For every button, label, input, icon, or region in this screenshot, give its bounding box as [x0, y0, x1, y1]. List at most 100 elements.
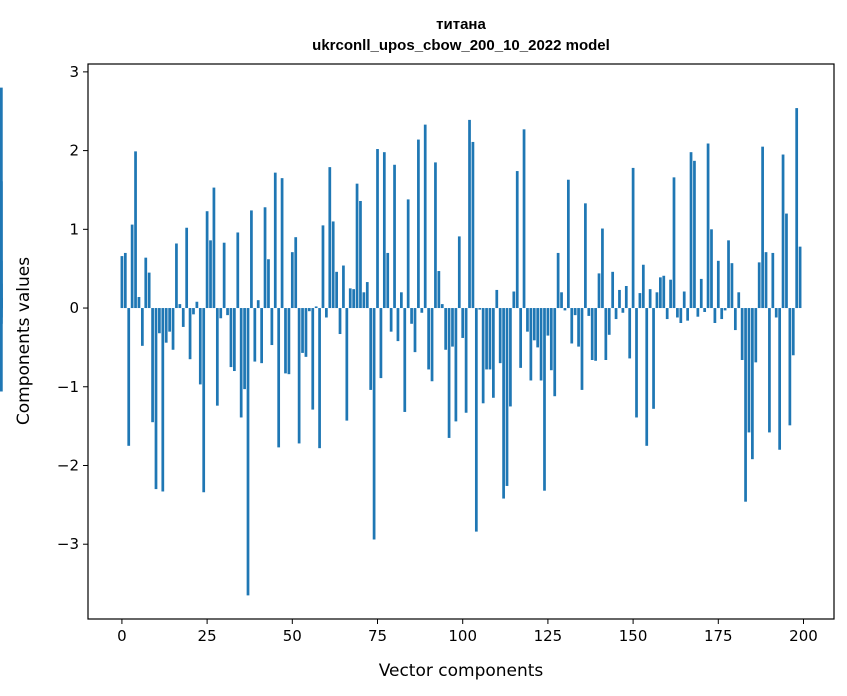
bar [471, 141, 475, 309]
bar [304, 308, 308, 357]
bar [297, 308, 301, 444]
bar [703, 308, 707, 312]
bar [215, 308, 219, 406]
bar [645, 308, 649, 446]
bar [573, 308, 577, 316]
bar [549, 308, 553, 371]
bar [594, 308, 597, 361]
bar [437, 271, 441, 309]
bar [202, 308, 206, 493]
bar [382, 152, 386, 309]
bar [556, 252, 560, 309]
bar [655, 292, 659, 309]
bar [127, 308, 131, 446]
bar [348, 288, 352, 309]
bar [372, 308, 376, 540]
bar [134, 151, 137, 309]
bar [393, 164, 396, 309]
bar [359, 200, 362, 309]
bar [522, 129, 526, 309]
bar [233, 308, 236, 372]
bar [168, 308, 171, 332]
bar [553, 308, 557, 397]
bar [222, 242, 226, 309]
bar [754, 308, 758, 363]
bar [635, 308, 638, 418]
bar [747, 308, 751, 433]
bar [369, 308, 373, 390]
bar [563, 308, 567, 311]
bar [267, 259, 270, 309]
bar [768, 308, 771, 433]
bar [175, 243, 178, 309]
bar [386, 252, 390, 309]
bar [325, 308, 328, 318]
bar [696, 308, 700, 317]
bar [243, 308, 246, 390]
bar [345, 308, 349, 421]
bar [529, 308, 533, 381]
bar [560, 292, 563, 309]
y-tick-label: 0 [69, 299, 79, 317]
bar [618, 289, 621, 309]
bar [277, 308, 281, 448]
bar [505, 308, 509, 486]
bar [195, 301, 199, 309]
bar [788, 308, 792, 426]
bar [423, 124, 427, 309]
bar [140, 308, 144, 346]
bar [396, 308, 400, 342]
y-tick-label: 1 [69, 220, 79, 238]
bar [209, 240, 212, 309]
bar [785, 213, 788, 309]
bar [665, 308, 669, 320]
bar [611, 271, 615, 309]
bar [147, 272, 151, 309]
bar [652, 308, 655, 409]
bar [638, 293, 642, 309]
bar [771, 252, 775, 309]
bar [311, 308, 315, 410]
bar [318, 308, 321, 449]
bar [321, 225, 325, 309]
bar [614, 308, 618, 320]
bar [495, 289, 499, 309]
bar [587, 308, 591, 316]
bar [260, 308, 263, 364]
bar [427, 308, 430, 370]
bar [328, 167, 332, 309]
bar [590, 308, 594, 360]
bar [536, 308, 540, 348]
bar [403, 308, 407, 412]
bar [144, 257, 148, 309]
bar [672, 177, 676, 309]
bar [287, 308, 291, 375]
bar [641, 264, 645, 309]
bar [120, 256, 124, 309]
bar [307, 308, 311, 312]
bar [123, 252, 127, 309]
bar [543, 308, 546, 491]
bar [464, 308, 468, 413]
bar [331, 221, 335, 309]
bar [0, 181, 3, 309]
bar [406, 199, 410, 309]
bar [205, 211, 209, 309]
chart-subtitle: ukrconll_upos_cbow_200_10_2022 model [312, 37, 610, 54]
x-axis-ticks: 0 25 50 75 100 125 150 175 200 [117, 619, 818, 645]
bar [676, 308, 679, 318]
bar [474, 308, 478, 532]
bar [791, 308, 795, 356]
bar [447, 308, 451, 438]
bar [733, 308, 737, 331]
bar [161, 308, 165, 492]
bar [485, 308, 488, 370]
bar [502, 308, 505, 499]
bar [273, 172, 277, 309]
bar [761, 146, 764, 309]
plot-area-frame [87, 63, 835, 620]
bar [774, 308, 778, 318]
bar [171, 308, 175, 350]
bar [481, 308, 485, 404]
